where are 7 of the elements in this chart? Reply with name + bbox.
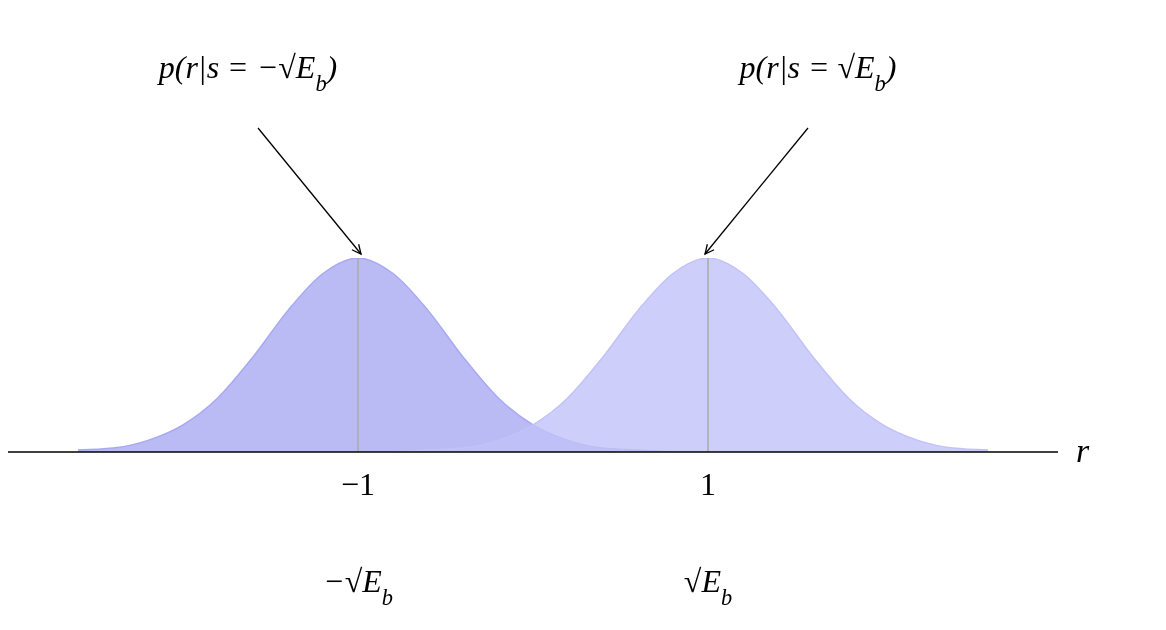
annotation: p(r|s = −√E$_{b}$) bbox=[156, 49, 338, 96]
text: −√E$_{b}$ bbox=[323, 563, 393, 610]
text: √E$_{b}$ bbox=[683, 563, 733, 610]
annotation: p(r|s = √E$_{b}$) bbox=[737, 49, 897, 96]
x-tick-label: −1 bbox=[340, 465, 376, 502]
x-axis-title: r bbox=[1076, 432, 1090, 469]
x-tick-label: 1 bbox=[700, 465, 716, 502]
